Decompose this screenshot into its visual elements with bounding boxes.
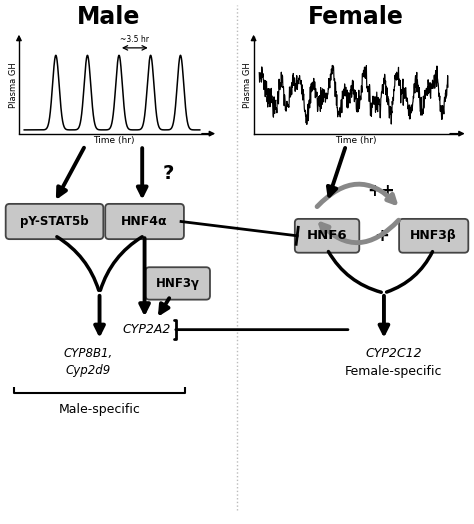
FancyBboxPatch shape: [6, 204, 103, 239]
FancyBboxPatch shape: [105, 204, 184, 239]
Text: Female: Female: [308, 5, 403, 29]
Text: ?: ?: [163, 165, 174, 183]
Text: Cyp2d9: Cyp2d9: [65, 364, 110, 377]
Text: +: +: [374, 227, 389, 245]
FancyBboxPatch shape: [295, 219, 359, 253]
Text: CYP2C12: CYP2C12: [365, 347, 422, 360]
FancyBboxPatch shape: [399, 219, 468, 253]
Text: HNF3β: HNF3β: [410, 230, 457, 242]
Text: Male: Male: [77, 5, 141, 29]
Text: HNF6: HNF6: [307, 230, 347, 242]
Text: ++: ++: [368, 181, 395, 200]
Text: Male-specific: Male-specific: [59, 403, 140, 417]
Text: Female-specific: Female-specific: [345, 365, 442, 378]
FancyBboxPatch shape: [146, 267, 210, 300]
Text: HNF4α: HNF4α: [121, 215, 168, 228]
Text: CYP2A2: CYP2A2: [123, 323, 171, 336]
Text: pY-STAT5b: pY-STAT5b: [20, 215, 89, 228]
Text: HNF3γ: HNF3γ: [156, 277, 200, 290]
Text: CYP8B1,: CYP8B1,: [63, 347, 112, 360]
